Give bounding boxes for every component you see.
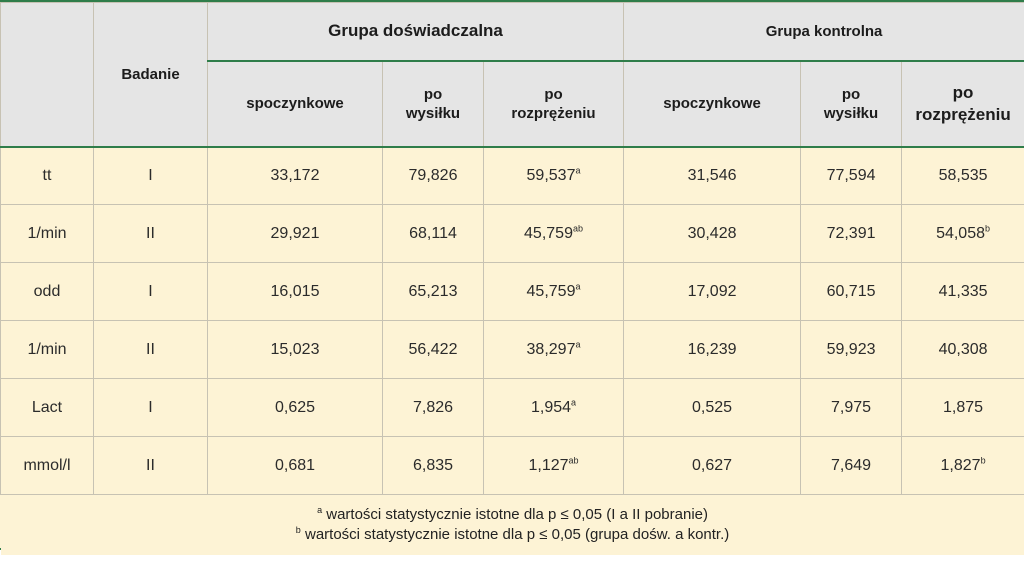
g2-po-rozprezeniu-cell: 58,535 [901,146,1024,205]
g2-spoczynkowe-cell: 31,546 [623,146,802,205]
table-row: mmol/l II 0,681 6,835 1,127ab 0,627 7,649 1,827… [0,436,1024,495]
row-label-cell: odd [0,262,94,321]
g2-po-wysilku-cell: 7,649 [800,436,903,495]
g2-spoczynkowe-cell: 0,627 [623,436,802,495]
g2-po-wysilku-cell: 60,715 [800,262,903,321]
row-badanie-cell: II [93,436,208,495]
g1-po-wysilku-cell: 6,835 [382,436,484,495]
table-row: Lact I 0,625 7,826 1,954a 0,525 7,975 1,875 [0,378,1024,437]
g2-po-rozprezeniu-cell: 41,335 [901,262,1024,321]
g2-po-wysilku-cell: 77,594 [800,146,903,205]
g1-po-wysilku-cell: 65,213 [382,262,484,321]
row-label-cell: 1/min [0,204,94,263]
g2-spoczynkowe-header: spoczynkowe [623,60,802,148]
g2-po-rozprezeniu-cell: 1,827b [901,436,1024,495]
footnote-b: b wartości statystycznie istotne dla p ≤… [295,524,730,543]
row-badanie-cell: I [93,378,208,437]
g1-po-rozprezeniu-cell: 45,759ab [482,204,625,263]
g1-spoczynkowe-cell: 0,625 [207,378,383,437]
footnote-a: a wartości statystycznie istotne dla p ≤… [317,504,708,523]
g1-spoczynkowe-cell: 15,023 [207,320,383,379]
row-label-cell: 1/min [0,320,94,379]
table-row: odd I 16,015 65,213 45,759a 17,092 60,715 41,33… [0,262,1024,321]
g2-po-wysilku-cell: 59,923 [800,320,903,379]
g2-po-rozprezeniu-cell: 40,308 [901,320,1024,379]
g1-po-rozprezeniu-header: po rozprężeniu [482,60,625,148]
g2-po-rozprezeniu-cell: 1,875 [901,378,1024,437]
g2-spoczynkowe-cell: 16,239 [623,320,802,379]
g1-po-wysilku-cell: 68,114 [382,204,484,263]
footnotes: a wartości statystycznie istotne dla p ≤… [0,494,1024,555]
g2-spoczynkowe-cell: 0,525 [623,378,802,437]
g1-spoczynkowe-header: spoczynkowe [207,60,383,148]
g2-po-rozprezeniu-header: po rozprężeniu [901,60,1024,148]
g1-po-rozprezeniu-cell: 59,537a [482,146,625,205]
table-row: tt I 33,172 79,826 59,537a 31,546 77,594 58,535 [0,146,1024,205]
group1-header: Grupa doświadczalna [206,2,625,62]
row-badanie-cell: II [93,204,208,263]
group2-header: Grupa kontrolna [623,2,1024,62]
g1-po-wysilku-cell: 7,826 [382,378,484,437]
g1-spoczynkowe-cell: 29,921 [207,204,383,263]
row-badanie-cell: II [93,320,208,379]
g1-po-rozprezeniu-cell: 1,127ab [482,436,625,495]
row-badanie-cell: I [93,262,208,321]
row-badanie-cell: I [93,146,208,205]
g1-spoczynkowe-cell: 33,172 [207,146,383,205]
badanie-header: Badanie [93,2,208,148]
g1-po-wysilku-header: po wysiłku [382,60,484,148]
g1-po-wysilku-cell: 79,826 [382,146,484,205]
g1-po-rozprezeniu-cell: 1,954a [482,378,625,437]
table-row: 1/min II 15,023 56,422 38,297a 16,239 59,923 40… [0,320,1024,379]
g1-po-wysilku-cell: 56,422 [382,320,484,379]
row-label-cell: mmol/l [0,436,94,495]
row-label-cell: Lact [0,378,94,437]
corner-cell [0,2,94,148]
table-row: 1/min II 29,921 68,114 45,759ab 30,428 72,391 5… [0,204,1024,263]
g2-po-wysilku-header: po wysiłku [800,60,903,148]
table-body: tt I 33,172 79,826 59,537a 31,546 77,594 58,535… [0,146,1024,495]
g2-po-wysilku-cell: 7,975 [800,378,903,437]
g1-spoczynkowe-cell: 16,015 [207,262,383,321]
row-label-cell: tt [0,146,94,205]
g1-spoczynkowe-cell: 0,681 [207,436,383,495]
g1-po-rozprezeniu-cell: 38,297a [482,320,625,379]
g2-po-wysilku-cell: 72,391 [800,204,903,263]
g2-po-rozprezeniu-cell: 54,058b [901,204,1024,263]
g2-spoczynkowe-cell: 30,428 [623,204,802,263]
g1-po-rozprezeniu-cell: 45,759a [482,262,625,321]
g2-spoczynkowe-cell: 17,092 [623,262,802,321]
